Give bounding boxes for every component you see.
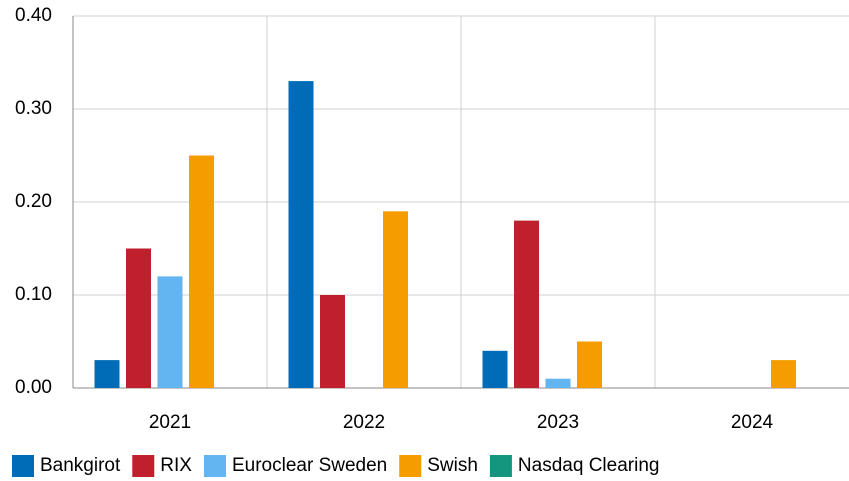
y-tick-label: 0.40 [15,5,52,26]
legend-label: RIX [160,455,192,476]
bar [288,81,314,388]
x-tick-label: 2022 [343,412,385,433]
bar [771,360,796,388]
legend-label: Nasdaq Clearing [518,455,660,476]
bar [482,350,508,388]
legend-label: Bankgirot [40,455,121,476]
legend-swatch [203,455,226,477]
bar [157,276,183,388]
x-tick-label: 2023 [537,412,579,433]
legend-swatch [489,455,512,477]
y-tick-label: 0.20 [15,191,52,212]
bar [383,211,408,388]
bar [126,248,151,388]
y-tick-label: 0.30 [15,98,52,119]
legend-swatch [12,455,34,477]
bar [189,155,214,388]
bar [545,378,571,388]
x-tick-label: 2024 [731,412,774,433]
legend-swatch [132,455,155,477]
bar [94,360,120,388]
bar [514,220,539,388]
y-tick-label: 0.10 [15,284,52,305]
x-tick-label: 2021 [149,412,191,433]
bar [577,341,602,388]
legend-label: Swish [427,455,478,476]
y-tick-label: 0.00 [15,377,52,398]
legend-swatch [399,455,422,477]
legend-label: Euroclear Sweden [232,455,387,476]
bar [320,295,345,388]
